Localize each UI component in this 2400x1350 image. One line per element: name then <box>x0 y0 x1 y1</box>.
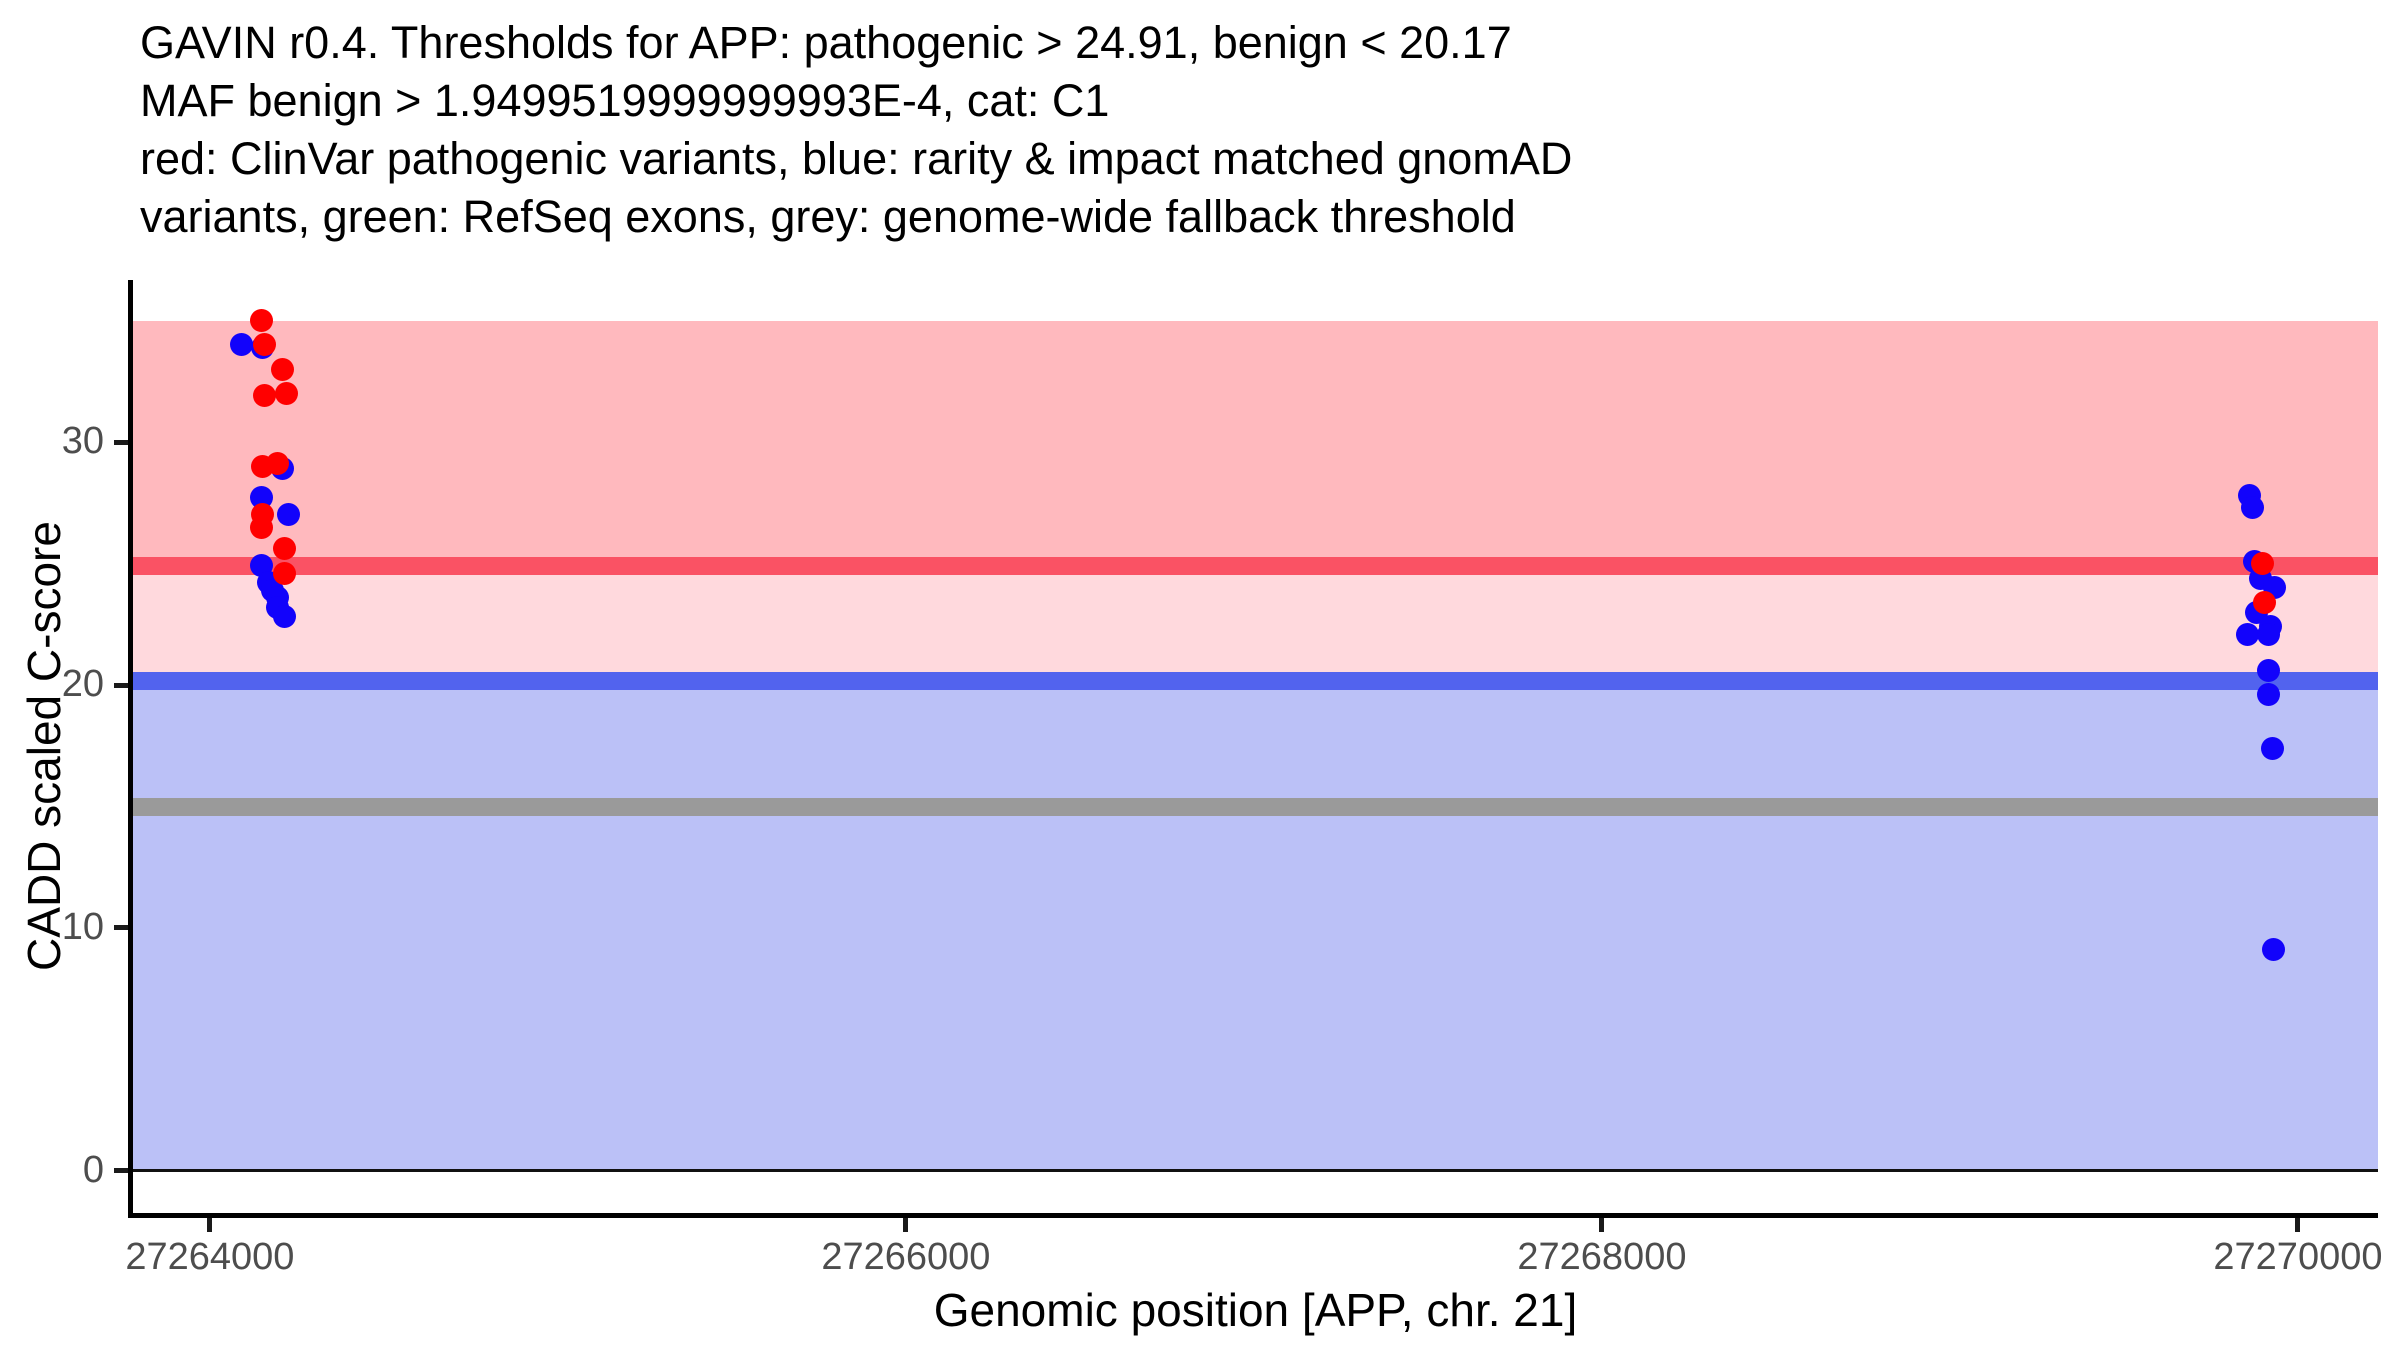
y-axis-title: CADD scaled C-score <box>18 520 70 971</box>
genome-wide-fallback-line <box>133 797 2378 816</box>
variant-point-pathogenic <box>253 384 277 408</box>
variant-point-gnomad <box>2256 622 2280 646</box>
x-tick-mark <box>903 1218 909 1232</box>
vus-zone-band <box>133 565 2378 681</box>
y-tick-label: 30 <box>61 420 104 463</box>
variant-point-pathogenic <box>253 333 277 357</box>
variant-point-gnomad <box>2256 658 2280 682</box>
variant-point-pathogenic <box>2253 590 2277 614</box>
variant-point-gnomad <box>2262 938 2286 962</box>
plot-title: GAVIN r0.4. Thresholds for APP: pathogen… <box>140 14 1572 246</box>
variant-point-pathogenic <box>272 561 296 585</box>
plot-title-line-1: GAVIN r0.4. Thresholds for APP: pathogen… <box>140 17 1512 68</box>
x-tick-label: 27264000 <box>125 1236 295 1278</box>
y-tick-mark <box>114 682 128 688</box>
pathogenic-threshold-line <box>133 556 2378 575</box>
y-tick-label: 10 <box>61 905 104 948</box>
y-tick-label: 20 <box>61 663 104 706</box>
variant-point-pathogenic <box>271 357 295 381</box>
y-axis-line <box>128 280 133 1218</box>
benign-threshold-line <box>133 671 2378 690</box>
y-tick-mark <box>114 925 128 931</box>
pathogenic-zone-band <box>133 321 2378 566</box>
zero-baseline <box>133 1169 2378 1173</box>
variant-point-pathogenic <box>272 537 296 561</box>
variant-point-gnomad <box>2256 683 2280 707</box>
variant-point-gnomad <box>2236 622 2260 646</box>
variant-point-gnomad <box>2261 736 2285 760</box>
variant-point-gnomad <box>2240 496 2264 520</box>
variant-point-gnomad <box>277 503 301 527</box>
y-tick-label: 0 <box>82 1148 104 1191</box>
y-tick-mark <box>114 439 128 445</box>
variant-point-gnomad <box>272 605 296 629</box>
x-tick-label: 27268000 <box>1517 1236 1687 1278</box>
x-tick-mark <box>1599 1218 1605 1232</box>
benign-zone-band <box>133 680 2378 1171</box>
x-tick-label: 27266000 <box>821 1236 991 1278</box>
x-tick-label: 27270000 <box>2213 1236 2383 1278</box>
variant-point-gnomad <box>230 333 254 357</box>
plot-title-line-2: MAF benign > 1.9499519999999993E-4, cat:… <box>140 75 1110 126</box>
x-axis-title: Genomic position [APP, chr. 21] <box>933 1284 1578 1336</box>
variant-point-pathogenic <box>250 515 274 539</box>
plot-title-line-4: variants, green: RefSeq exons, grey: gen… <box>140 191 1516 242</box>
y-tick-mark <box>114 1168 128 1174</box>
variant-point-pathogenic <box>2250 552 2274 576</box>
plot-title-line-3: red: ClinVar pathogenic variants, blue: … <box>140 133 1573 184</box>
variant-point-pathogenic <box>275 381 299 405</box>
variant-point-pathogenic <box>251 454 275 478</box>
x-tick-mark <box>2295 1218 2301 1232</box>
variant-point-pathogenic <box>249 309 273 333</box>
x-axis-line <box>128 1213 2378 1218</box>
x-tick-mark <box>207 1218 213 1232</box>
